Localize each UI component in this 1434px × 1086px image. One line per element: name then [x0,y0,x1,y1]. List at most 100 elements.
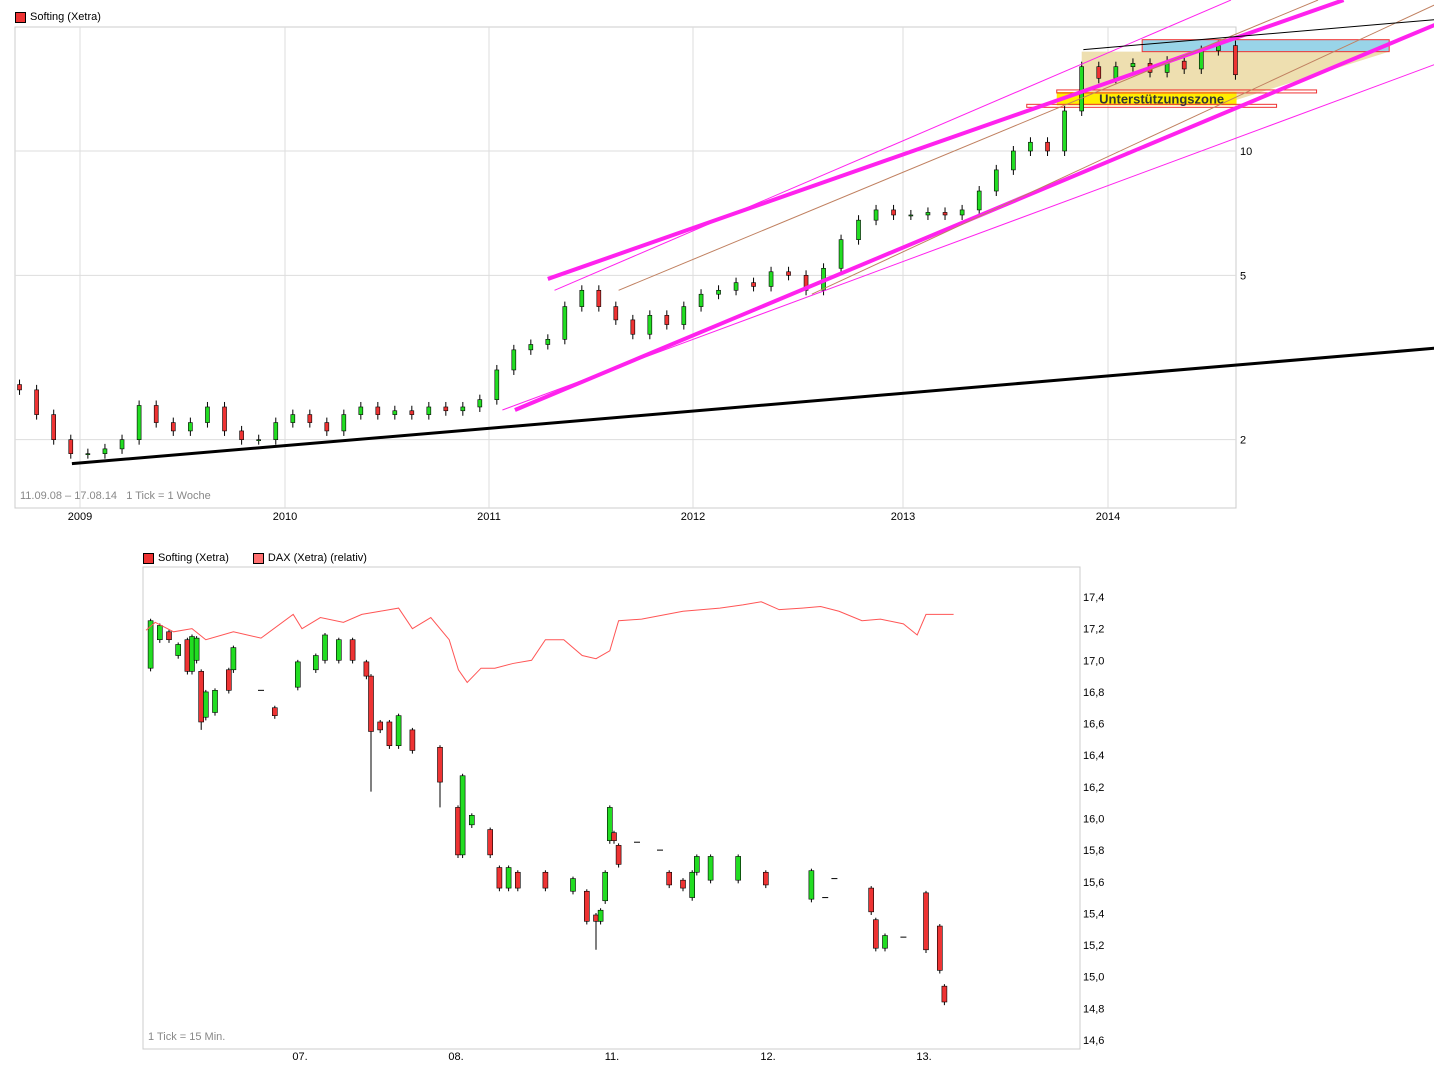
candle [716,289,721,295]
candle [647,315,653,335]
trendline-channel-thick [514,23,1434,412]
y-tick-label: 15,0 [1083,972,1104,984]
candle [1233,45,1238,76]
candle [460,406,466,412]
candle [959,209,965,216]
candle [487,829,494,856]
candle [307,414,313,423]
y-tick-label: 10 [1240,146,1252,158]
support-zone-edge [1056,89,1318,94]
candle [733,282,739,291]
candle [593,914,599,922]
x-tick-label: 2011 [477,511,501,523]
y-tick-label: 17,4 [1083,592,1104,604]
x-tick-label: 2009 [68,511,92,523]
candle [630,319,636,335]
candle [579,289,585,307]
candle [409,729,416,751]
candle [226,669,232,691]
candle [936,925,943,971]
candle [698,293,704,307]
x-tick-label: 08. [448,1051,463,1063]
x-tick-label: 13. [916,1051,931,1063]
candle [613,306,619,321]
candle [583,890,590,922]
candle [528,344,534,351]
candle [923,892,929,951]
legend-swatch [252,552,264,564]
candle [680,879,686,889]
candle [468,815,475,826]
candle [455,807,461,856]
x-tick-label: 2013 [891,511,915,523]
candle [496,867,503,889]
candle [477,399,483,408]
y-tick-label: 15,8 [1083,845,1104,857]
y-tick-label: 17,0 [1083,655,1104,667]
trendline-top [1083,19,1434,51]
candle [68,439,74,454]
candle [205,406,210,423]
candle [222,406,227,432]
candle [368,675,374,732]
y-tick-label: 14,8 [1083,1003,1104,1015]
candle [363,661,370,677]
candle [358,406,364,415]
candle [882,935,888,949]
legend-bottom: Softing (Xetra) DAX (Xetra) (relativ) [143,552,367,564]
candle [273,422,279,440]
y-tick-label: 14,6 [1083,1035,1104,1047]
candle [170,422,176,432]
y-tick-label: 16,6 [1083,719,1104,731]
candle [666,871,673,886]
candle [34,389,39,415]
candle [395,715,402,747]
candle [1096,66,1102,79]
candle [198,671,204,723]
candle [664,315,670,325]
candle [392,410,398,415]
candle [256,439,261,441]
candle [349,639,356,661]
candle [102,448,108,454]
candle [693,856,700,873]
candle [443,406,449,412]
candle [925,212,931,216]
candle [203,691,209,718]
y-tick-label: 2 [1240,435,1246,447]
candle [762,871,769,886]
candle [193,637,200,661]
candle [707,856,714,881]
candle [335,639,342,661]
candle [437,746,443,783]
candle [873,209,879,221]
candle [426,406,432,415]
candle [597,909,604,922]
candle [514,871,521,889]
candle [891,209,896,216]
candle [147,620,154,669]
candle [386,721,393,747]
candle [976,190,982,211]
candle [868,887,875,913]
trendline-mid [618,0,1319,291]
candle [212,690,218,713]
candle [511,349,517,371]
trendline-channel-thick [547,0,1345,281]
x-tick-label: 12. [760,1051,775,1063]
plot-area-top [14,26,1237,509]
candle [230,647,237,671]
candle [119,439,125,450]
candle [153,405,159,423]
legend-top: Softing (Xetra) [15,11,101,23]
candle [189,636,195,672]
dax-relative-line [145,601,954,684]
y-tick-label: 16,8 [1083,687,1104,699]
candle [1045,141,1050,152]
candle [505,867,512,889]
trendline-mid [811,4,1434,295]
candle [166,631,172,641]
candle [838,239,844,269]
candle [751,282,756,287]
